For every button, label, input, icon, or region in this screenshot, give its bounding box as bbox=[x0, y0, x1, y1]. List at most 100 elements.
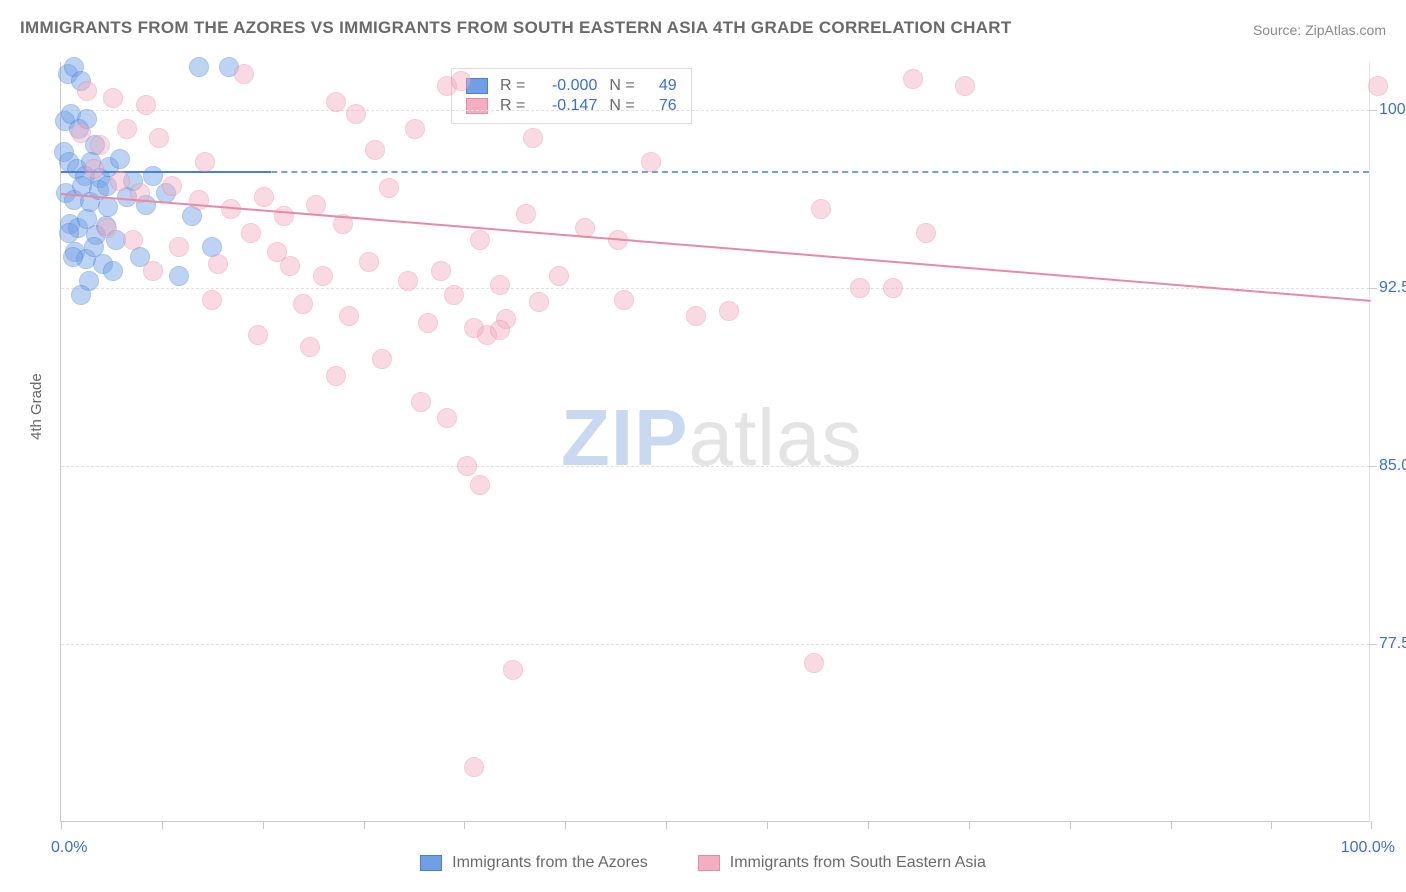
scatter-point bbox=[811, 199, 831, 219]
x-tick bbox=[162, 821, 163, 829]
n-label-1: N = bbox=[609, 77, 634, 95]
scatter-point bbox=[523, 128, 543, 148]
scatter-point bbox=[339, 306, 359, 326]
scatter-point bbox=[169, 237, 189, 257]
gridline-h bbox=[61, 644, 1369, 645]
gridline-h bbox=[61, 110, 1369, 111]
r-value-1: -0.000 bbox=[537, 77, 597, 95]
y-axis-title: 4th Grade bbox=[28, 373, 45, 440]
scatter-point bbox=[457, 456, 477, 476]
scatter-point bbox=[326, 366, 346, 386]
y-tick bbox=[1369, 644, 1377, 645]
scatter-point bbox=[1368, 76, 1388, 96]
n-value-1: 49 bbox=[647, 77, 677, 95]
y-tick bbox=[1369, 110, 1377, 111]
scatter-point bbox=[398, 271, 418, 291]
watermark-atlas: atlas bbox=[688, 393, 862, 482]
scatter-point bbox=[77, 81, 97, 101]
x-tick bbox=[1271, 821, 1272, 829]
scatter-point bbox=[90, 135, 110, 155]
legend-row-series1: R = -0.000 N = 49 bbox=[466, 77, 677, 95]
scatter-point bbox=[549, 266, 569, 286]
scatter-point bbox=[346, 104, 366, 124]
bottom-legend-item-1: Immigrants from the Azores bbox=[420, 854, 648, 872]
watermark: ZIPatlas bbox=[561, 392, 862, 484]
scatter-point bbox=[372, 349, 392, 369]
x-tick bbox=[364, 821, 365, 829]
scatter-point bbox=[418, 313, 438, 333]
scatter-point bbox=[464, 757, 484, 777]
chart-plot-area: ZIPatlas R = -0.000 N = 49 R = -0.147 N … bbox=[60, 62, 1370, 822]
legend-row-series2: R = -0.147 N = 76 bbox=[466, 97, 677, 115]
scatter-point bbox=[470, 475, 490, 495]
y-tick-label: 100.0% bbox=[1379, 101, 1406, 119]
scatter-point bbox=[365, 140, 385, 160]
scatter-point bbox=[313, 266, 333, 286]
scatter-point bbox=[470, 230, 490, 250]
scatter-point bbox=[117, 119, 137, 139]
gridline-h bbox=[61, 288, 1369, 289]
scatter-point bbox=[59, 223, 79, 243]
scatter-point bbox=[719, 301, 739, 321]
y-tick bbox=[1369, 466, 1377, 467]
scatter-point bbox=[379, 178, 399, 198]
x-tick bbox=[464, 821, 465, 829]
scatter-point bbox=[451, 71, 471, 91]
source-label: Source: ZipAtlas.com bbox=[1253, 22, 1386, 38]
bottom-legend-label-1: Immigrants from the Azores bbox=[452, 854, 648, 872]
scatter-point bbox=[300, 337, 320, 357]
n-label-2: N = bbox=[609, 97, 634, 115]
scatter-point bbox=[103, 88, 123, 108]
scatter-point bbox=[103, 261, 123, 281]
bottom-legend: Immigrants from the Azores Immigrants fr… bbox=[0, 854, 1406, 872]
x-tick bbox=[868, 821, 869, 829]
scatter-point bbox=[903, 69, 923, 89]
scatter-point bbox=[98, 197, 118, 217]
scatter-point bbox=[490, 320, 510, 340]
watermark-zip: ZIP bbox=[561, 393, 688, 482]
x-tick bbox=[1171, 821, 1172, 829]
scatter-point bbox=[241, 223, 261, 243]
scatter-point bbox=[234, 64, 254, 84]
scatter-point bbox=[189, 57, 209, 77]
scatter-point bbox=[804, 653, 824, 673]
scatter-point bbox=[169, 266, 189, 286]
scatter-point bbox=[97, 218, 117, 238]
x-tick bbox=[565, 821, 566, 829]
x-tick bbox=[1371, 821, 1372, 829]
scatter-point bbox=[614, 290, 634, 310]
scatter-point bbox=[110, 171, 130, 191]
y-tick-label: 92.5% bbox=[1379, 279, 1406, 297]
scatter-point bbox=[444, 285, 464, 305]
scatter-point bbox=[162, 176, 182, 196]
scatter-point bbox=[411, 392, 431, 412]
chart-title: IMMIGRANTS FROM THE AZORES VS IMMIGRANTS… bbox=[20, 18, 1012, 38]
scatter-point bbox=[916, 223, 936, 243]
r-label-1: R = bbox=[500, 77, 525, 95]
scatter-point bbox=[195, 152, 215, 172]
n-value-2: 76 bbox=[647, 97, 677, 115]
x-tick bbox=[1070, 821, 1071, 829]
scatter-point bbox=[293, 294, 313, 314]
gridline-h bbox=[61, 466, 1369, 467]
scatter-point bbox=[437, 408, 457, 428]
scatter-point bbox=[71, 285, 91, 305]
r-label-2: R = bbox=[500, 97, 525, 115]
y-tick bbox=[1369, 288, 1377, 289]
scatter-point bbox=[431, 261, 451, 281]
scatter-point bbox=[686, 306, 706, 326]
x-tick bbox=[969, 821, 970, 829]
scatter-point bbox=[503, 660, 523, 680]
bottom-legend-item-2: Immigrants from South Eastern Asia bbox=[698, 854, 986, 872]
scatter-point bbox=[254, 187, 274, 207]
scatter-point bbox=[63, 247, 83, 267]
scatter-point bbox=[306, 195, 326, 215]
trend-line bbox=[61, 193, 1371, 302]
r-value-2: -0.147 bbox=[537, 97, 597, 115]
scatter-point bbox=[208, 254, 228, 274]
legend-swatch-2 bbox=[466, 98, 488, 114]
x-tick bbox=[767, 821, 768, 829]
scatter-point bbox=[143, 261, 163, 281]
y-tick-label: 85.0% bbox=[1379, 457, 1406, 475]
y-tick-label: 77.5% bbox=[1379, 635, 1406, 653]
